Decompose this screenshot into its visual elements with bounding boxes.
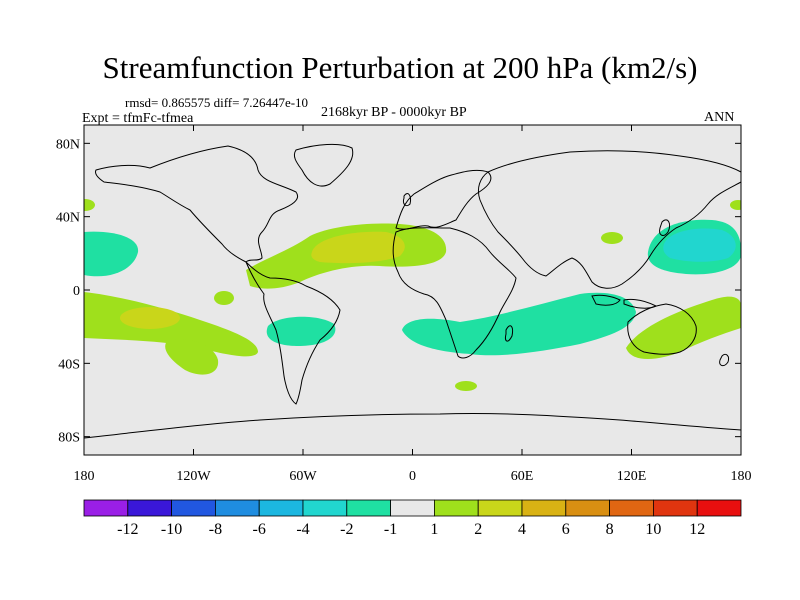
lat-tick-label: 0 — [73, 284, 80, 299]
coast-greenland — [293, 143, 354, 187]
colorbar-label: 4 — [518, 521, 526, 538]
contour-region-south-pacific-lobe — [165, 339, 219, 375]
contour-region-north-atlantic-core — [311, 231, 405, 264]
colorbar-box — [565, 499, 610, 517]
lon-tick-label: 180 — [731, 469, 752, 484]
lon-tick-label: 60W — [289, 469, 317, 484]
lat-tick-label: 80N — [56, 137, 80, 152]
lon-tick-label: 120E — [617, 469, 647, 484]
colorbar-box — [346, 499, 391, 517]
colorbar-box — [521, 499, 567, 517]
period-text: 2168kyr BP - 0000kyr BP — [321, 105, 467, 120]
contour-region-northeast-pacific — [84, 231, 139, 277]
colorbar-label: -6 — [253, 521, 266, 538]
colorbar-label: -1 — [384, 521, 397, 538]
contour-region-north-pacific-core — [663, 228, 736, 262]
colorbar-box — [609, 499, 654, 517]
colorbar-box — [653, 499, 698, 517]
coast-asia — [477, 150, 741, 289]
season-text: ANN — [704, 110, 735, 125]
coast-madagascar — [505, 325, 513, 342]
lon-tick-label: 120W — [176, 469, 211, 484]
colorbar-label: 6 — [562, 521, 570, 538]
coast-australia — [627, 303, 697, 355]
colorbar-box — [433, 499, 479, 517]
coast-africa — [392, 227, 517, 359]
contour-region-south-indian-dot — [455, 381, 477, 391]
colorbar-box — [214, 499, 260, 517]
coastlines — [84, 143, 741, 439]
colorbar-label: 12 — [689, 521, 705, 538]
colorbar-box — [127, 499, 173, 517]
colorbar-box — [302, 499, 348, 517]
contour-region-indian-ocean — [402, 292, 636, 356]
lon-tick-label: 60E — [511, 469, 534, 484]
colorbar-box — [83, 499, 129, 517]
stats-text: rmsd= 0.865575 diff= 7.26447e-10 — [125, 95, 309, 110]
coast-north-america — [95, 145, 298, 263]
colorbar-box — [696, 499, 742, 517]
lat-tick-label: 80S — [58, 431, 80, 446]
contour-region-east-patch — [730, 200, 741, 210]
colorbar-label: -4 — [296, 521, 309, 538]
coast-south-america — [245, 261, 341, 405]
coast-uk — [403, 193, 411, 207]
colorbar-label: 1 — [430, 521, 438, 538]
colorbar-box — [390, 499, 435, 517]
colorbar-box — [477, 499, 523, 517]
coast-antarctica — [84, 412, 741, 439]
colorbar-label: -12 — [117, 521, 138, 538]
colorbar-label: 2 — [474, 521, 482, 538]
contour-region-china-dot — [601, 232, 623, 244]
map-background — [84, 125, 741, 455]
colorbar-box — [171, 499, 216, 517]
contour-region-west-patch — [84, 199, 95, 211]
contour-region-east-pacific-dot — [214, 291, 234, 305]
lat-tick-label: 40S — [58, 357, 80, 372]
coast-new-zealand — [719, 353, 729, 367]
lat-tick-label: 40N — [56, 211, 80, 226]
coast-indonesia-west — [591, 294, 621, 306]
colorbar: -12 -10 -8 -6 -4 -2 -1 1 2 4 6 8 10 12 — [83, 499, 742, 538]
contour-region-southeast-pacific-core — [120, 307, 180, 329]
experiment-text: Expt = tfmFc-tfmea — [82, 111, 194, 126]
colorbar-label: 8 — [606, 521, 614, 538]
contour-region-south-atlantic — [266, 316, 336, 346]
longitude-axis: 180 120W 60W 0 60E 120E 180 — [74, 125, 752, 484]
coast-japan — [659, 219, 671, 236]
colorbar-box — [258, 499, 304, 517]
lon-tick-label: 180 — [74, 469, 95, 484]
chart-title: Streamfunction Perturbation at 200 hPa (… — [102, 50, 698, 85]
colorbar-label: -2 — [340, 521, 353, 538]
coast-europe — [395, 169, 492, 230]
colorbar-label: -10 — [161, 521, 182, 538]
contour-region-southwest-pacific — [626, 296, 741, 359]
lon-tick-label: 0 — [409, 469, 416, 484]
latitude-axis: 80N 40N 0 40S 80S — [56, 137, 741, 446]
colorbar-label: -8 — [209, 521, 222, 538]
contour-fills — [84, 199, 741, 391]
colorbar-label: 10 — [645, 521, 661, 538]
